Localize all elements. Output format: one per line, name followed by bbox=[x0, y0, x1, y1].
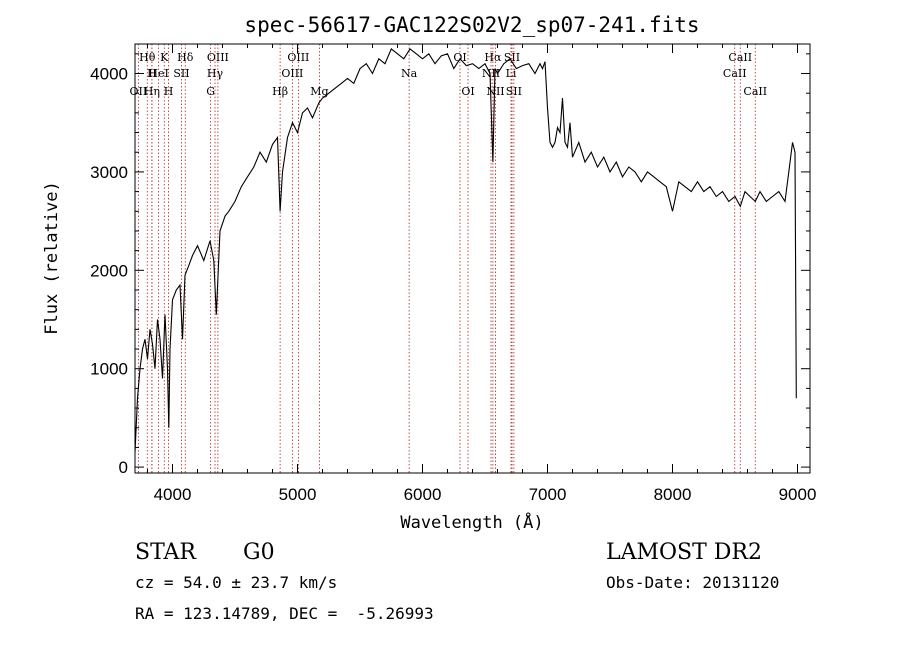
line-label: Mg bbox=[310, 85, 328, 98]
line-label: OI bbox=[453, 51, 466, 64]
y-axis-label: Flux (relative) bbox=[42, 181, 62, 335]
chart-title: spec-56617-GAC122S02V2_sp07-241.fits bbox=[244, 13, 699, 37]
line-label: Hθ bbox=[139, 51, 156, 64]
line-label: OIII bbox=[281, 67, 303, 80]
x-tick-label: 9000 bbox=[779, 485, 817, 504]
survey-name: LAMOST DR2 bbox=[606, 540, 762, 565]
line-label: Hγ bbox=[207, 67, 224, 80]
y-tick-label: 1000 bbox=[90, 360, 128, 379]
line-label: Hα bbox=[484, 51, 502, 64]
y-axis-ticks: 0 1000 2000 3000 4000 bbox=[90, 53, 810, 477]
x-tick-label: 4000 bbox=[154, 485, 192, 504]
plot-frame bbox=[134, 43, 811, 474]
line-label: CaII bbox=[728, 51, 752, 64]
spectrum-line-group bbox=[134, 48, 797, 453]
line-label: G bbox=[206, 85, 215, 98]
line-label: OI bbox=[461, 85, 474, 98]
line-label: SII bbox=[506, 85, 522, 98]
line-label: Hβ bbox=[272, 85, 288, 98]
x-tick-label: 7000 bbox=[529, 485, 567, 504]
object-class: STAR bbox=[135, 540, 196, 565]
y-tick-label: 2000 bbox=[90, 261, 128, 280]
spectrum-chart: spec-56617-GAC122S02V2_sp07-241.fits Hθ O… bbox=[42, 13, 817, 533]
line-label: OII bbox=[130, 85, 148, 98]
spectrum-line bbox=[134, 48, 797, 453]
line-label: H bbox=[164, 85, 174, 98]
line-label: NII bbox=[486, 85, 504, 98]
x-tick-label: 5000 bbox=[279, 485, 317, 504]
x-axis-ticks: 4000 5000 6000 7000 8000 9000 bbox=[147, 44, 817, 504]
redshift-text: cz = 54.0 ± 23.7 km/s bbox=[135, 573, 338, 592]
line-label: SII bbox=[173, 67, 189, 80]
y-tick-label: 4000 bbox=[90, 65, 128, 84]
object-subclass: G0 bbox=[243, 540, 275, 565]
y-tick-label: 0 bbox=[119, 458, 128, 477]
line-label: HeI bbox=[148, 67, 168, 80]
x-tick-label: 8000 bbox=[654, 485, 692, 504]
line-label: K bbox=[160, 51, 169, 64]
obs-date: Obs-Date: 20131120 bbox=[606, 573, 780, 592]
x-tick-label: 6000 bbox=[404, 485, 442, 504]
coordinates: RA = 123.14789, DEC = -5.26993 bbox=[135, 604, 434, 623]
line-label: OIII bbox=[207, 51, 229, 64]
x-axis-label: Wavelength (Å) bbox=[400, 511, 543, 533]
line-label: Na bbox=[401, 67, 418, 80]
line-label: Hδ bbox=[177, 51, 194, 64]
line-label: Hη bbox=[144, 85, 160, 98]
line-label: OIII bbox=[287, 51, 309, 64]
y-tick-label: 3000 bbox=[90, 163, 128, 182]
line-label: CaII bbox=[743, 85, 767, 98]
line-label: Li bbox=[506, 67, 517, 80]
line-label: CaII bbox=[723, 67, 747, 80]
